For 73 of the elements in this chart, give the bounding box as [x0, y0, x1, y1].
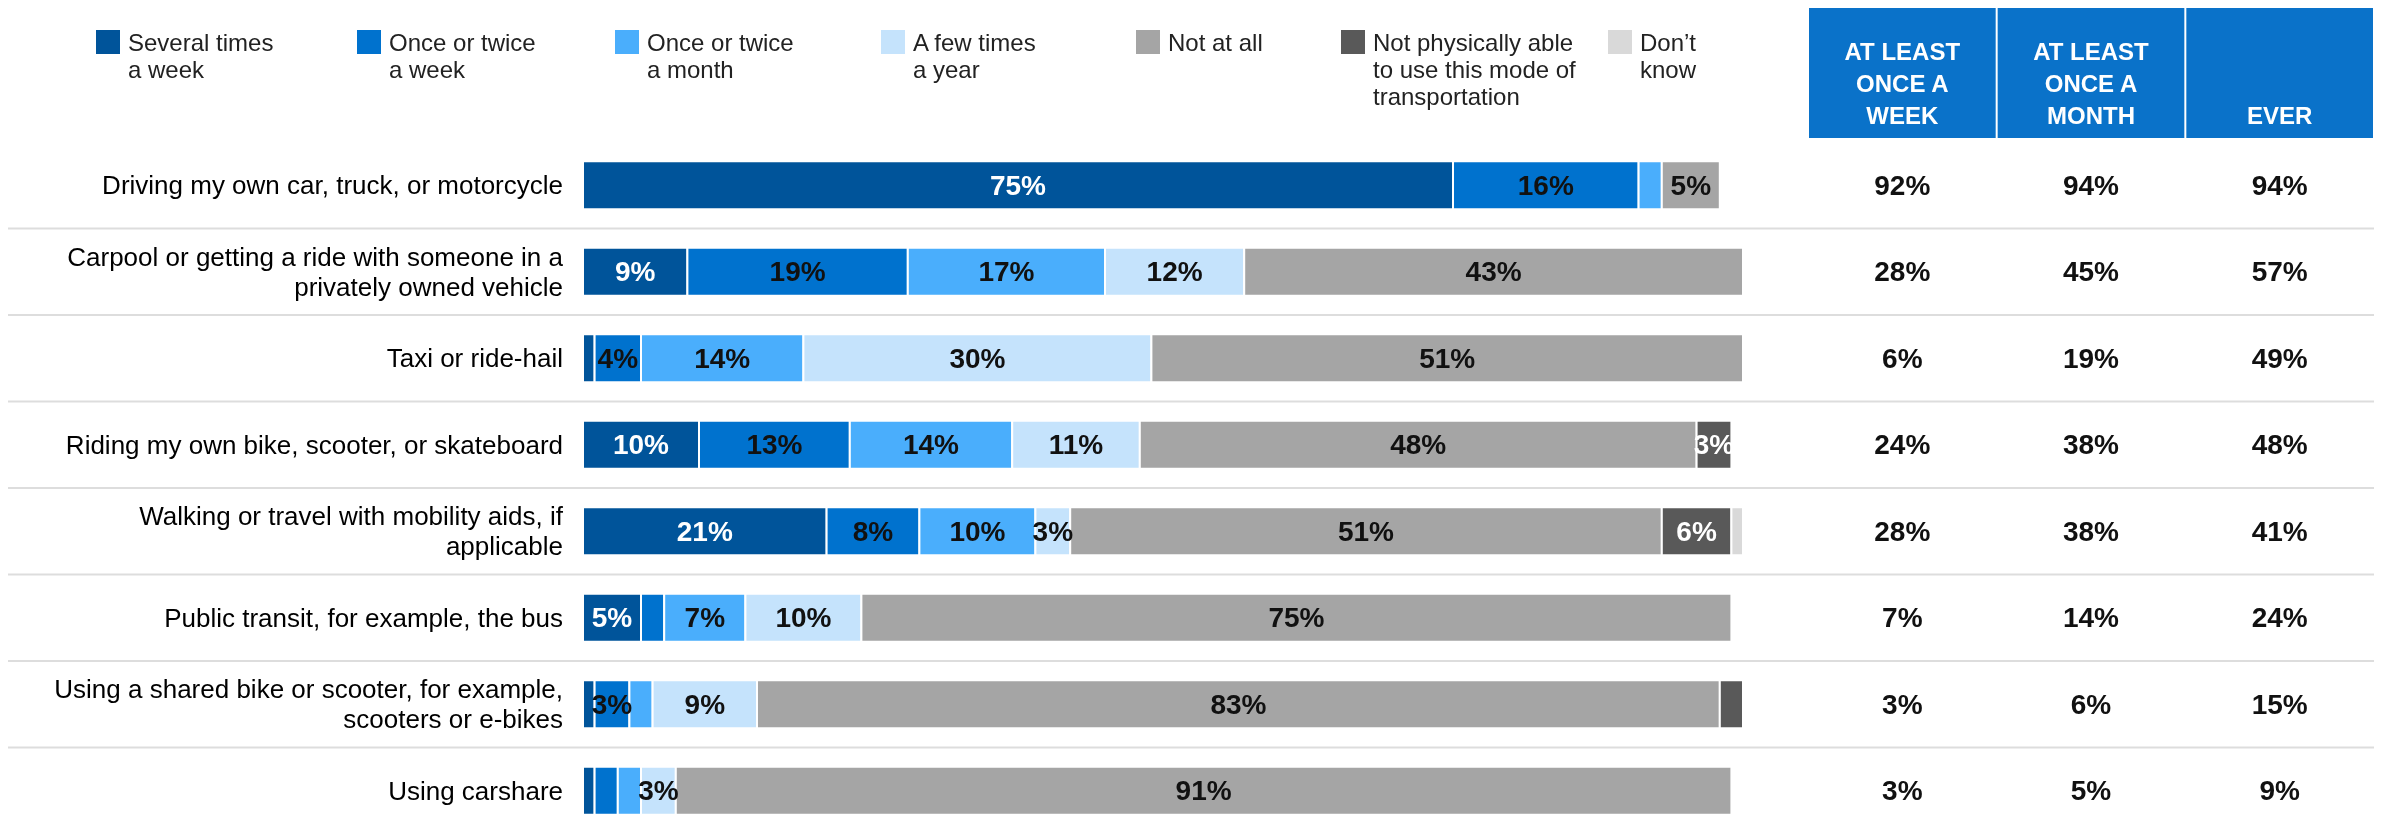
data-label: 48% — [2251, 429, 2308, 461]
y-tick-label: Carpool or getting a ride with someone in a privately owned vehicle — [67, 241, 564, 302]
data-label: 9% — [2259, 775, 2300, 807]
data-label: 28% — [1874, 256, 1931, 288]
data-label: 16% — [1517, 169, 1574, 201]
data-label: 6% — [1882, 342, 1923, 374]
data-label: 3% — [1882, 688, 1923, 720]
data-label: 14% — [694, 342, 751, 374]
data-label: 19% — [2062, 342, 2120, 374]
y-tick-label: Riding my own bike, scooter, or skateboard — [65, 429, 563, 460]
data-label: 7% — [1882, 602, 1923, 634]
data-label: 41% — [2251, 515, 2308, 547]
data-label: 30% — [949, 342, 1006, 374]
data-label: 14% — [2062, 602, 2120, 634]
data-label: 17% — [978, 256, 1035, 288]
data-label: 51% — [1337, 515, 1395, 547]
y-tick-label: Walking or travel with mobility aids, if applicable — [139, 501, 564, 562]
legend-label: Not at all — [1168, 28, 1263, 56]
data-label: 6% — [2070, 688, 2112, 720]
data-label: 3% — [1882, 775, 1923, 807]
data-label: 92% — [1874, 169, 1931, 201]
data-label: 10% — [775, 602, 832, 634]
data-label: 24% — [1874, 429, 1931, 461]
data-label: 15% — [2251, 688, 2308, 720]
data-label: 48% — [1390, 429, 1447, 461]
data-label: 7% — [684, 602, 726, 634]
x-tick-label: AT LEAST ONCE A MONTH — [2033, 38, 2150, 129]
data-label: 43% — [1465, 256, 1522, 288]
data-label: 10% — [949, 515, 1006, 547]
data-label: 5% — [2070, 775, 2112, 807]
data-label: 94% — [2251, 169, 2308, 201]
data-label: 12% — [1146, 256, 1203, 288]
data-label: 19% — [769, 256, 826, 288]
data-label: 28% — [1874, 515, 1931, 547]
data-label: 24% — [2251, 602, 2308, 634]
data-label: 91% — [1175, 775, 1232, 807]
data-label: 4% — [597, 342, 639, 374]
data-label: 38% — [2062, 515, 2120, 547]
data-label: 75% — [1268, 602, 1325, 634]
legend-label: A few times a year — [913, 28, 1036, 83]
data-label: 6% — [1676, 515, 1717, 547]
data-label: 38% — [2062, 429, 2120, 461]
y-tick-label: Public transit, for example, the bus — [164, 602, 563, 633]
data-label: 45% — [2062, 256, 2120, 288]
data-label: 5% — [591, 602, 633, 634]
data-label: 75% — [989, 169, 1047, 201]
y-tick-label: Driving my own car, truck, or motorcycle — [102, 170, 563, 201]
data-label: 13% — [746, 429, 803, 461]
y-tick-label: Taxi or ride-hail — [386, 343, 563, 374]
legend-label: Once or twice a month — [647, 28, 794, 83]
y-tick-label: Using carshare — [388, 775, 563, 806]
data-label: 5% — [1670, 169, 1712, 201]
data-label: 21% — [676, 515, 733, 547]
data-label: 83% — [1210, 688, 1267, 720]
legend-label: Not physically able to use this mode of transportation — [1373, 28, 1577, 110]
y-tick-label: Using a shared bike or scooter, for example, scooters or e-bikes — [54, 674, 563, 735]
legend-label: Several times a week — [128, 28, 274, 83]
data-label: 51% — [1419, 342, 1476, 374]
x-tick-label: EVER — [2246, 102, 2313, 129]
data-label: 3% — [1032, 515, 1074, 547]
data-label: 94% — [2062, 169, 2120, 201]
data-label: 49% — [2251, 342, 2308, 374]
data-label: 8% — [852, 515, 894, 547]
x-tick-label: AT LEAST ONCE A WEEK — [1844, 38, 1961, 129]
legend-label: Don’t know — [1640, 28, 1697, 83]
legend-label: Once or twice a week — [389, 28, 536, 83]
data-label: 9% — [614, 256, 656, 288]
data-label: 3% — [638, 775, 679, 807]
data-label: 11% — [1048, 429, 1104, 461]
data-label: 10% — [612, 429, 670, 461]
data-label: 9% — [684, 688, 726, 720]
data-label: 14% — [902, 429, 960, 461]
data-label: 57% — [2251, 256, 2308, 288]
